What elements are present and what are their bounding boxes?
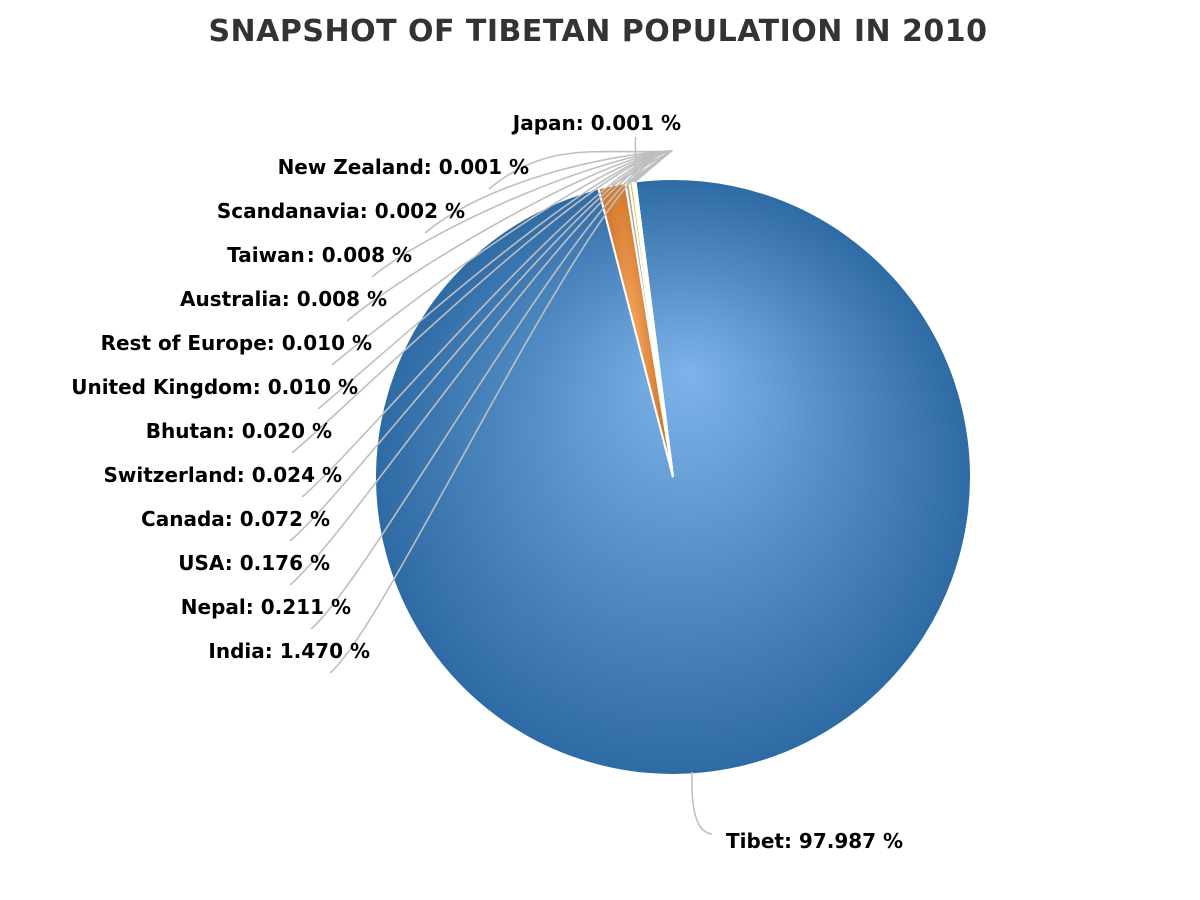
leader-line-india <box>329 150 672 674</box>
leader-line-united-kingdom <box>317 150 674 410</box>
slices-layer <box>374 178 972 776</box>
data-label-taiwan: Taiwan : 0.008 % <box>227 243 412 267</box>
data-label-tibet: Tibet: 97.987 % <box>726 829 903 853</box>
data-label-scandanavia: Scandanavia: 0.002 % <box>217 199 465 223</box>
leader-line-scandanavia <box>424 150 674 234</box>
data-label-new-zealand: New Zealand: 0.001 % <box>278 155 529 179</box>
data-label-rest-of-europe: Rest of Europe: 0.010 % <box>101 331 372 355</box>
leader-line-taiwan <box>371 150 674 278</box>
data-label-nepal: Nepal: 0.211 % <box>181 595 351 619</box>
leader-lines-layer <box>289 137 713 835</box>
data-label-canada: Canada: 0.072 % <box>141 507 330 531</box>
leader-line-usa <box>289 150 674 586</box>
data-label-united-kingdom: United Kingdom: 0.010 % <box>71 375 358 399</box>
leader-line-tibet <box>691 771 713 835</box>
leader-line-new-zealand <box>488 150 674 190</box>
data-label-usa: USA: 0.176 % <box>178 551 330 575</box>
leader-line-nepal <box>310 150 674 630</box>
chart-title: SNAPSHOT OF TIBETAN POPULATION IN 2010 <box>208 14 988 49</box>
leader-line-australia <box>346 150 674 322</box>
data-label-india: India: 1.470 % <box>208 639 370 663</box>
data-label-switzerland: Switzerland: 0.024 % <box>104 463 343 487</box>
leader-line-rest-of-europe <box>331 150 674 366</box>
data-label-japan: Japan: 0.001 % <box>511 111 681 135</box>
leader-line-canada <box>289 150 674 542</box>
data-label-bhutan: Bhutan: 0.020 % <box>146 419 332 443</box>
leader-line-bhutan <box>291 150 674 454</box>
leader-line-switzerland <box>301 150 674 498</box>
data-label-australia: Australia: 0.008 % <box>180 287 387 311</box>
labels-layer: Tibet: 97.987 % India: 1.470 % Nepal: 0.21… <box>71 111 903 853</box>
